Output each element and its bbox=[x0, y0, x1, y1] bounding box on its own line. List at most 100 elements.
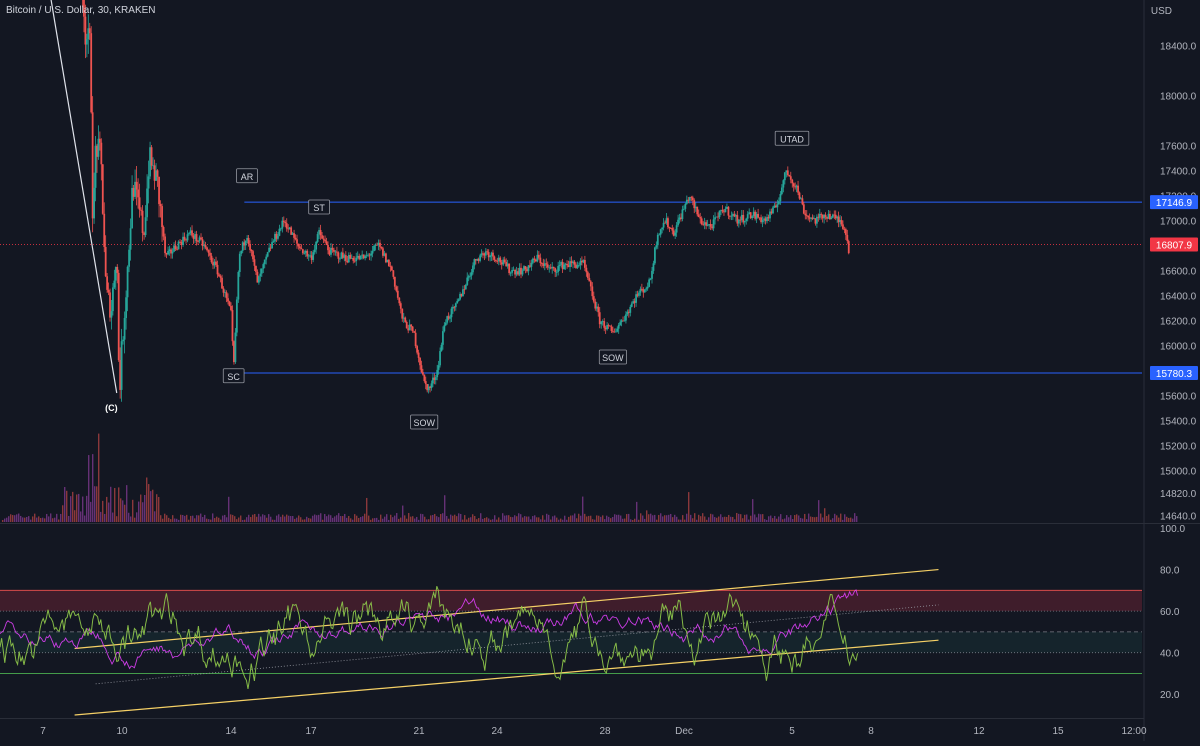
volume-bar bbox=[158, 496, 160, 522]
volume-bar bbox=[560, 518, 562, 522]
volume-bar bbox=[252, 514, 254, 522]
volume-bar bbox=[782, 519, 784, 522]
candle-body bbox=[234, 332, 237, 363]
candle-body bbox=[521, 270, 524, 275]
candle-body bbox=[700, 218, 703, 225]
candle-body bbox=[677, 219, 679, 226]
price-tick-label: 14820.0 bbox=[1160, 489, 1197, 500]
volume-bar bbox=[582, 496, 584, 522]
candle-body bbox=[573, 261, 576, 265]
volume-bar bbox=[102, 500, 104, 522]
volume-bar bbox=[144, 494, 146, 522]
candle-body bbox=[228, 301, 231, 306]
candle-body bbox=[281, 220, 284, 229]
candle-body bbox=[757, 213, 760, 218]
candle-body bbox=[829, 213, 831, 220]
price-tick-label: 15200.0 bbox=[1160, 442, 1197, 453]
volume-bar bbox=[568, 516, 570, 522]
candle-body bbox=[684, 203, 687, 209]
candle-body bbox=[484, 251, 487, 256]
candle-body bbox=[197, 241, 199, 242]
volume-bar bbox=[510, 516, 512, 522]
candle-body bbox=[635, 294, 637, 303]
volume-bar bbox=[764, 519, 766, 522]
candle-body bbox=[240, 250, 243, 254]
volume-bar bbox=[194, 518, 196, 522]
time-tick-label: 5 bbox=[789, 726, 795, 737]
candle-body bbox=[480, 253, 483, 256]
candle-body bbox=[155, 170, 157, 181]
candle-body bbox=[711, 226, 713, 229]
volume-bar bbox=[856, 516, 858, 522]
volume-bar bbox=[228, 496, 230, 522]
volume-bar bbox=[650, 513, 652, 522]
volume-bar bbox=[16, 514, 18, 522]
candle-body bbox=[720, 210, 722, 211]
candle-body bbox=[798, 192, 801, 199]
volume-bar bbox=[300, 517, 302, 522]
candle-body bbox=[674, 232, 677, 236]
volume-bar bbox=[824, 508, 826, 522]
candle-body bbox=[114, 267, 117, 281]
candle-body bbox=[723, 211, 725, 213]
volume-bar bbox=[370, 519, 372, 522]
candle-body bbox=[401, 308, 404, 319]
volume-bar bbox=[548, 514, 550, 522]
candle-body bbox=[324, 239, 326, 242]
candle-body bbox=[221, 277, 223, 289]
candle-body bbox=[785, 170, 788, 173]
candle-body bbox=[446, 316, 449, 323]
candle-body bbox=[103, 213, 106, 247]
volume-bar bbox=[472, 514, 474, 522]
volume-bar bbox=[726, 516, 728, 522]
candle-body bbox=[347, 255, 350, 263]
volume-bar bbox=[542, 515, 544, 522]
candle-body bbox=[533, 258, 536, 260]
candle-body bbox=[693, 200, 696, 209]
volume-bar bbox=[290, 516, 292, 522]
candle-body bbox=[439, 351, 441, 366]
volume-bar bbox=[234, 516, 236, 522]
candle-body bbox=[517, 271, 519, 275]
candle-body bbox=[817, 216, 820, 218]
volume-bar bbox=[408, 513, 410, 522]
candle-body bbox=[570, 261, 573, 264]
candle-body bbox=[736, 215, 739, 224]
candle-body bbox=[489, 255, 492, 258]
volume-bar bbox=[98, 433, 100, 522]
candle-body bbox=[645, 288, 648, 290]
volume-bar bbox=[232, 514, 234, 522]
volume-bar bbox=[278, 514, 280, 522]
volume-bar bbox=[626, 514, 628, 522]
volume-bar bbox=[116, 516, 118, 522]
candle-body bbox=[456, 300, 459, 304]
volume-bar bbox=[576, 518, 578, 522]
candle-body bbox=[336, 251, 338, 253]
candle-body bbox=[134, 181, 136, 197]
candle-body bbox=[204, 245, 207, 248]
wyckoff-label: SOW bbox=[602, 353, 624, 363]
candle-body bbox=[299, 246, 301, 249]
volume-bar bbox=[578, 513, 580, 522]
candle-body bbox=[122, 339, 124, 342]
volume-bar bbox=[2, 519, 4, 522]
volume-bar bbox=[750, 515, 752, 522]
volume-bar bbox=[642, 515, 644, 522]
volume-bar bbox=[152, 489, 154, 522]
candle-body bbox=[219, 276, 222, 278]
currency-label: USD bbox=[1150, 6, 1172, 17]
candle-body bbox=[352, 258, 355, 261]
volume-bar bbox=[444, 495, 446, 522]
volume-bar bbox=[432, 514, 434, 522]
volume-bar bbox=[728, 514, 730, 522]
candle-body bbox=[575, 264, 577, 268]
candle-body bbox=[808, 217, 811, 219]
candle-body bbox=[669, 228, 672, 229]
volume-bar bbox=[462, 519, 464, 522]
volume-bar bbox=[196, 515, 198, 522]
volume-bar bbox=[416, 516, 418, 522]
candle-body bbox=[322, 238, 325, 240]
volume-bar bbox=[848, 517, 850, 522]
